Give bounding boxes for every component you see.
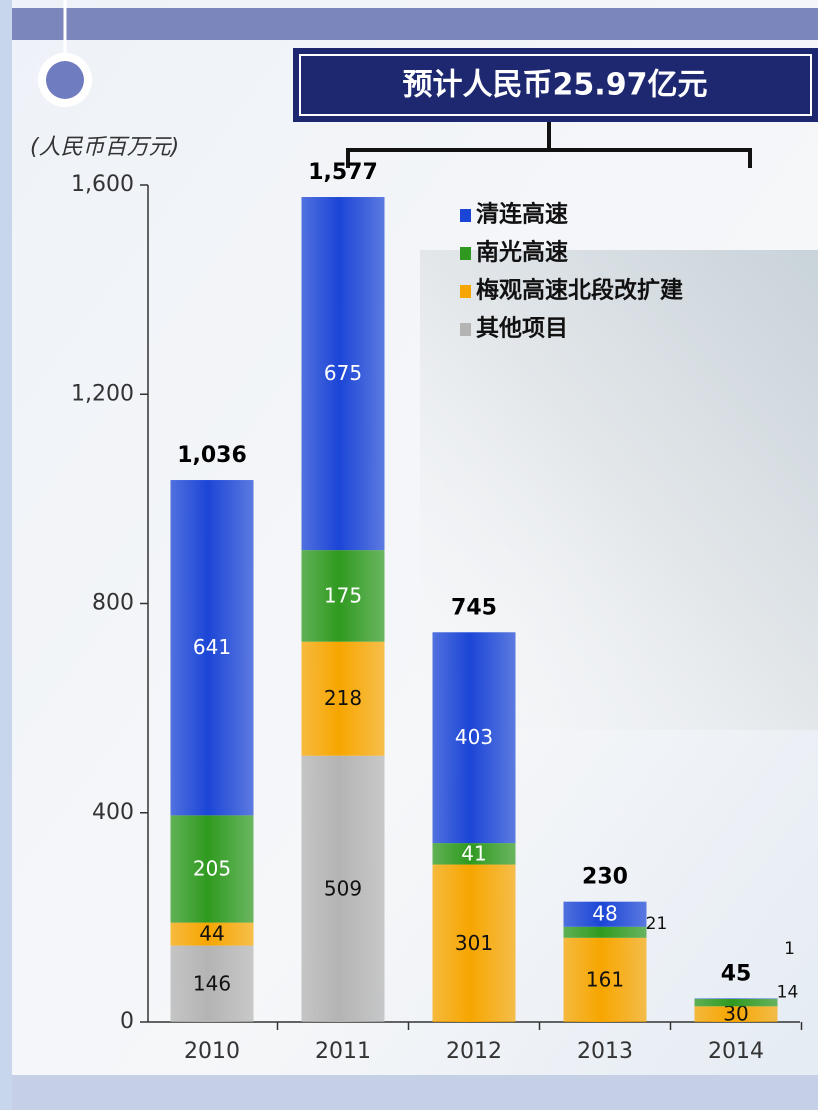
- y-tick-label: 1,600: [71, 172, 134, 197]
- x-tick-label: 2012: [446, 1039, 502, 1064]
- total-label: 1,577: [308, 160, 378, 185]
- y-axis-label: (人民币百万元): [30, 135, 179, 160]
- segment-label: 641: [193, 635, 231, 659]
- segment-label: 161: [586, 967, 624, 991]
- total-label: 230: [582, 865, 628, 890]
- bottom-band: [12, 1075, 818, 1110]
- total-label: 1,036: [177, 443, 247, 468]
- segment-label: 205: [193, 856, 231, 880]
- y-tick-label: 0: [120, 1009, 134, 1034]
- segment-label: 30: [723, 1002, 748, 1026]
- legend-label: 梅观高速北段改扩建: [476, 277, 683, 304]
- bar-segment: [170, 480, 254, 816]
- bar-segment: [694, 998, 778, 999]
- x-tick-label: 2010: [184, 1039, 240, 1064]
- segment-label: 675: [324, 361, 362, 385]
- bar-segment: [563, 901, 647, 927]
- banner: [293, 48, 818, 122]
- bar-segment: [563, 926, 647, 938]
- bar-segment: [694, 998, 778, 1007]
- legend-label: 南光高速: [476, 239, 568, 266]
- legend-swatch: [460, 285, 471, 298]
- bar-segment: [563, 937, 647, 1022]
- legend-swatch: [460, 247, 471, 260]
- bar-segment: [170, 922, 254, 946]
- bracket: [346, 122, 752, 168]
- top-band: [12, 8, 818, 40]
- legend-label: 清连高速: [476, 201, 568, 228]
- left-edge: [0, 0, 12, 1110]
- bar-segment: [301, 197, 385, 551]
- bar-segment: [301, 550, 385, 642]
- y-tick-label: 400: [92, 800, 134, 825]
- bar-segment: [432, 632, 516, 844]
- y-tick-label: 1,200: [71, 381, 134, 406]
- y-tick-label: 800: [92, 591, 134, 616]
- segment-label: 41: [461, 841, 486, 865]
- bar-segment: [432, 843, 516, 865]
- x-tick-label: 2014: [708, 1039, 764, 1064]
- segment-label: 48: [592, 902, 617, 926]
- bar-segment: [301, 641, 385, 756]
- bar-segment: [432, 864, 516, 1022]
- segment-label: 403: [455, 725, 493, 749]
- legend-label: 其他项目: [476, 316, 568, 342]
- segment-label: 44: [199, 922, 224, 946]
- segment-label: 301: [455, 931, 493, 955]
- total-label: 745: [451, 595, 497, 620]
- segment-label: 14: [777, 982, 799, 1002]
- decor-dot: [46, 61, 84, 99]
- bar-segment: [301, 755, 385, 1022]
- bar-segment: [694, 1006, 778, 1022]
- x-tick-label: 2011: [315, 1039, 371, 1064]
- legend-swatch: [460, 209, 471, 222]
- bar-segment: [170, 945, 254, 1022]
- bar-segment: [170, 815, 254, 923]
- segment-label: 1: [784, 939, 795, 959]
- x-tick-label: 2013: [577, 1039, 633, 1064]
- segment-label: 21: [646, 914, 668, 934]
- banner-border: [299, 54, 812, 116]
- segment-label: 509: [324, 876, 362, 900]
- segment-label: 175: [324, 583, 362, 607]
- segment-label: 146: [193, 971, 231, 995]
- annotation: 预计人民币25.97亿元: [403, 68, 708, 103]
- total-label: 45: [721, 961, 752, 986]
- segment-label: 218: [324, 686, 362, 710]
- legend-swatch: [460, 323, 471, 336]
